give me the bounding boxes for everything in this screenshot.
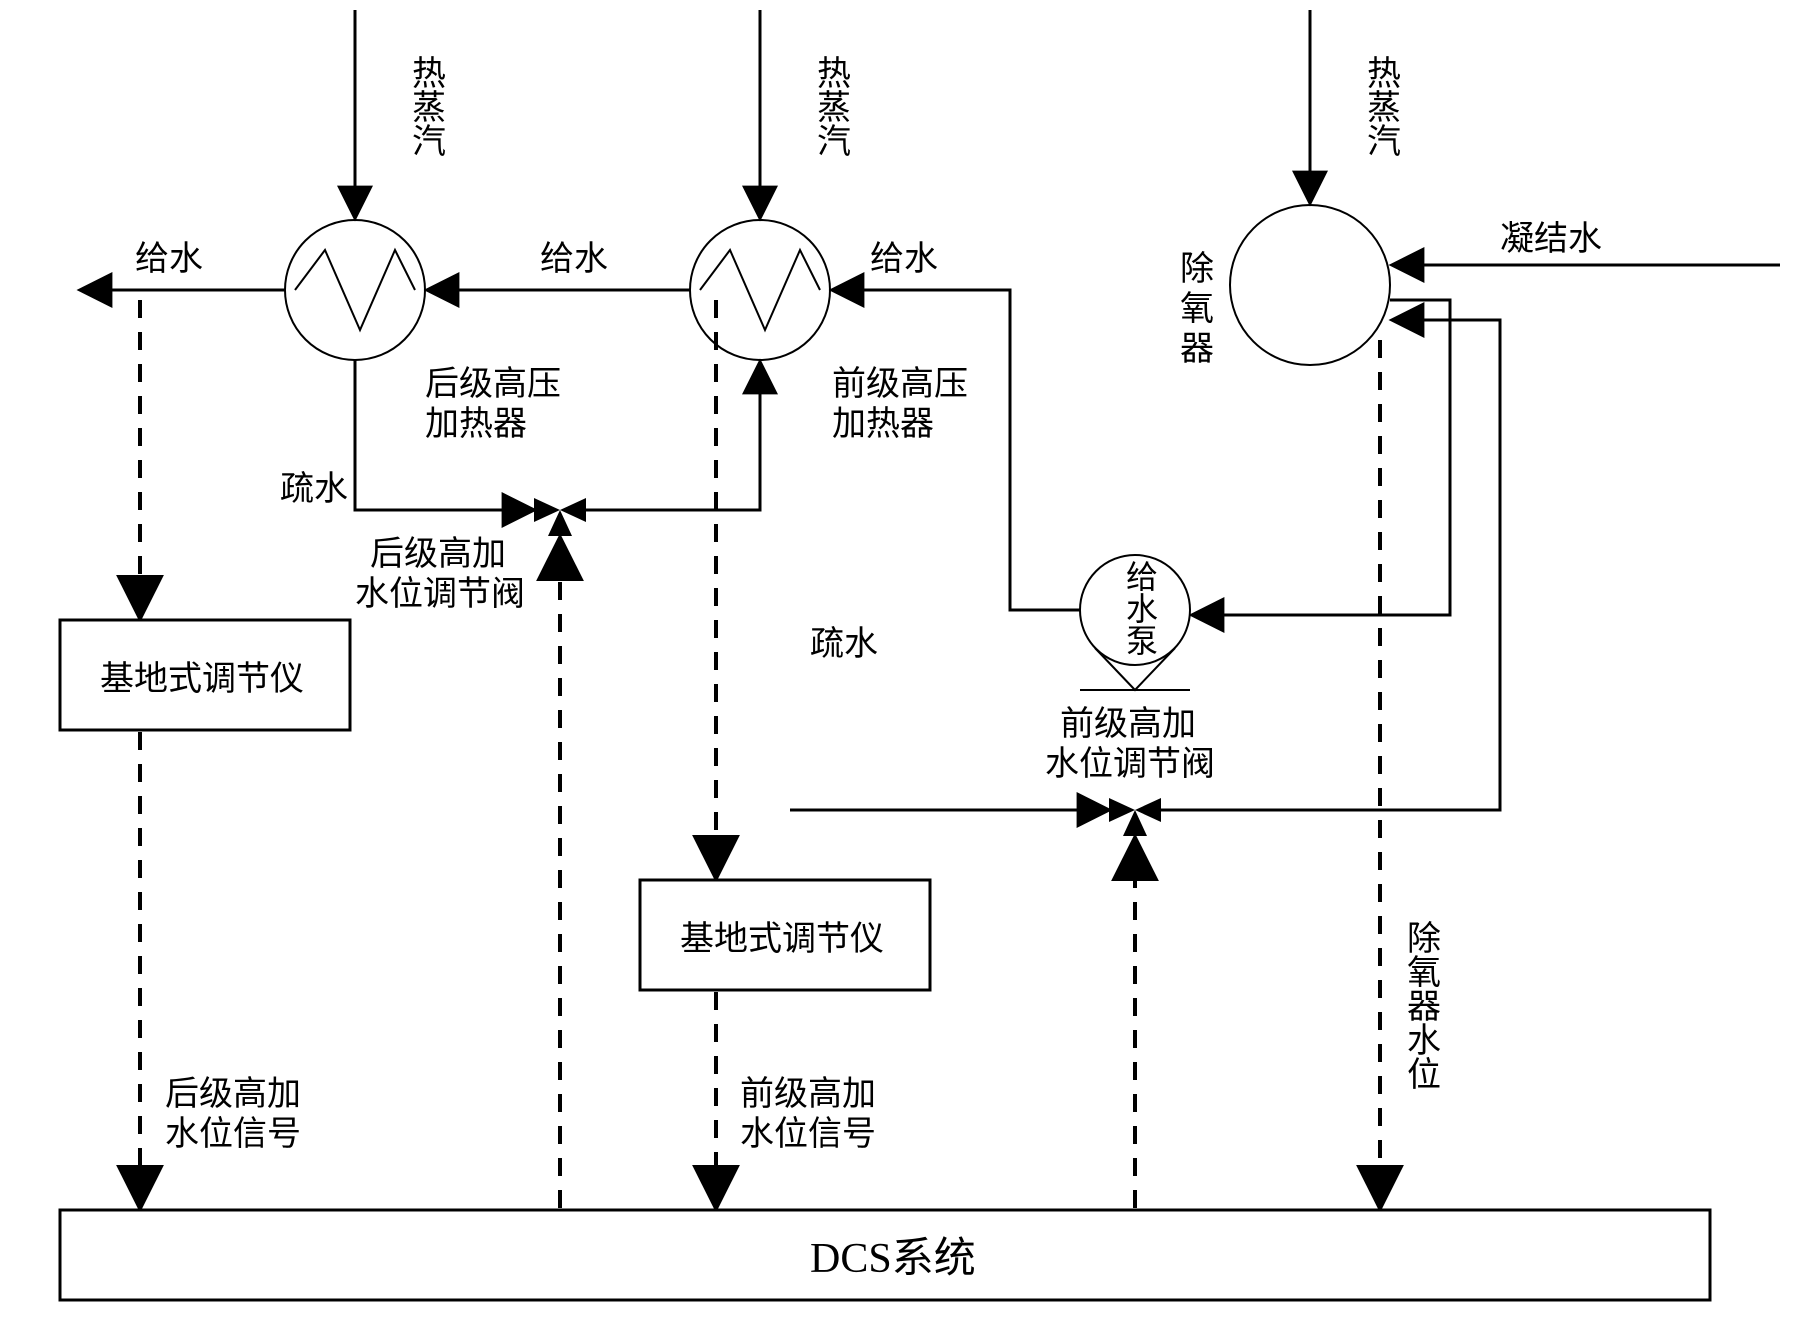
rear-heater-label-1: 后级高压 <box>425 365 561 403</box>
deaerator-level-label: 除氧器水位 <box>1402 920 1441 1090</box>
base-regulator-1-label: 基地式调节仪 <box>100 660 304 698</box>
feedwater-label-2: 给水 <box>540 240 608 278</box>
front-hp-heater <box>690 220 830 360</box>
deaerator-label-3: 器 <box>1180 331 1214 368</box>
rear-hp-heater <box>285 220 425 360</box>
deaerator-to-pump <box>1192 300 1450 615</box>
deaerator-label-1: 除 <box>1180 250 1214 288</box>
steam-label-3: 热蒸汽 <box>1362 55 1400 157</box>
feedwater-label-3: 给水 <box>870 240 938 278</box>
base-regulator-2-label: 基地式调节仪 <box>680 920 884 958</box>
front-heater-label-2: 加热器 <box>832 405 934 443</box>
rear-level-valve <box>534 498 586 536</box>
front-signal-label-2: 水位信号 <box>740 1115 876 1153</box>
feed-pump-label: 给水泵 <box>1122 560 1158 656</box>
front-heater-label-1: 前级高压 <box>832 365 968 403</box>
steam-label-1: 热蒸汽 <box>407 55 445 157</box>
steam-label-2: 热蒸汽 <box>812 55 850 157</box>
condensate-label: 凝结水 <box>1500 220 1602 258</box>
front-level-valve <box>1109 798 1161 836</box>
front-valve-label-1: 前级高加 <box>1060 705 1196 743</box>
process-diagram: 热蒸汽 热蒸汽 热蒸汽 后级高压 加热器 前级高压 加热器 除 氧 器 凝结水 … <box>0 0 1804 1330</box>
front-valve-label-2: 水位调节阀 <box>1045 745 1215 783</box>
feedwater-label-1: 给水 <box>135 240 203 278</box>
rear-valve-to-front-heater <box>586 362 760 510</box>
drain-label-1: 疏水 <box>280 470 348 508</box>
rear-heater-label-2: 加热器 <box>425 405 527 443</box>
rear-valve-label-1: 后级高加 <box>370 535 506 573</box>
rear-signal-label-2: 水位信号 <box>165 1115 301 1153</box>
rear-signal-label-1: 后级高加 <box>165 1075 301 1113</box>
deaerator <box>1230 205 1390 365</box>
deaerator-label-2: 氧 <box>1180 290 1214 328</box>
pump-to-front-heater <box>832 290 1080 610</box>
drain-label-2: 疏水 <box>810 625 878 663</box>
front-signal-label-1: 前级高加 <box>740 1075 876 1113</box>
dcs-label: DCS系统 <box>810 1236 976 1282</box>
rear-valve-label-2: 水位调节阀 <box>355 575 525 613</box>
